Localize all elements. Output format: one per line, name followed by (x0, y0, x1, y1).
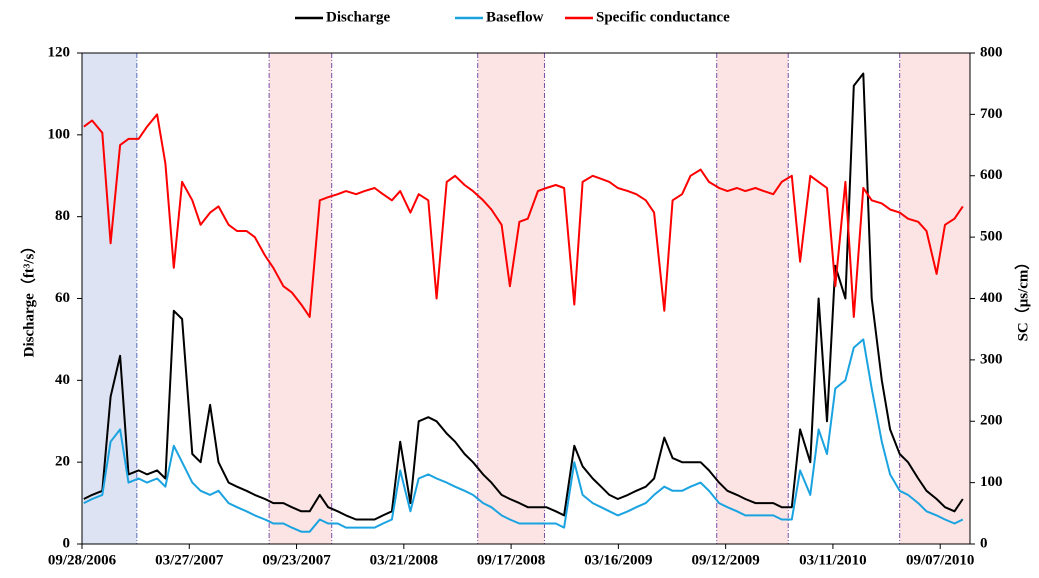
x-tick-label: 03/27/2007 (155, 552, 224, 568)
x-tick-label: 09/28/2006 (48, 552, 117, 568)
shaded-period (477, 53, 545, 544)
x-tick-label: 09/12/2009 (691, 552, 759, 568)
x-tick-label: 09/23/2007 (262, 552, 331, 568)
y2-tick-label: 100 (980, 474, 1003, 490)
y-tick-label: 120 (48, 44, 71, 60)
y2-tick-label: 0 (980, 535, 988, 551)
y-tick-label: 0 (63, 535, 71, 551)
series-line (83, 113, 964, 318)
y2-tick-label: 200 (980, 413, 1003, 429)
y2-tick-label: 300 (980, 351, 1003, 367)
y-tick-label: 20 (55, 454, 70, 470)
series-line (83, 72, 964, 521)
y2-tick-label: 800 (980, 44, 1003, 60)
y-tick-label: 60 (55, 290, 70, 306)
shaded-period (716, 53, 789, 544)
x-tick-label: 03/16/2009 (584, 552, 652, 568)
x-tick-label: 09/07/2010 (906, 552, 974, 568)
y2-axis-label: SC（μs/cm） (1013, 255, 1031, 342)
y2-tick-label: 700 (980, 106, 1003, 122)
legend-label: Baseflow (486, 9, 544, 25)
y2-tick-label: 500 (980, 229, 1003, 245)
y-tick-label: 40 (55, 372, 70, 388)
y-tick-label: 100 (48, 126, 71, 142)
shaded-period (269, 53, 332, 544)
series-line (83, 338, 964, 533)
y-tick-label: 80 (55, 208, 70, 224)
x-tick-label: 03/11/2010 (799, 552, 867, 568)
y-axis-label: Discharge（ft³/s） (19, 239, 37, 358)
legend-label: Discharge (326, 9, 390, 25)
y2-tick-label: 600 (980, 167, 1003, 183)
x-tick-label: 03/21/2008 (370, 552, 438, 568)
y2-tick-label: 400 (980, 290, 1003, 306)
x-tick-label: 09/17/2008 (477, 552, 545, 568)
legend-label: Specific conductance (596, 9, 730, 25)
shaded-period (899, 53, 970, 544)
